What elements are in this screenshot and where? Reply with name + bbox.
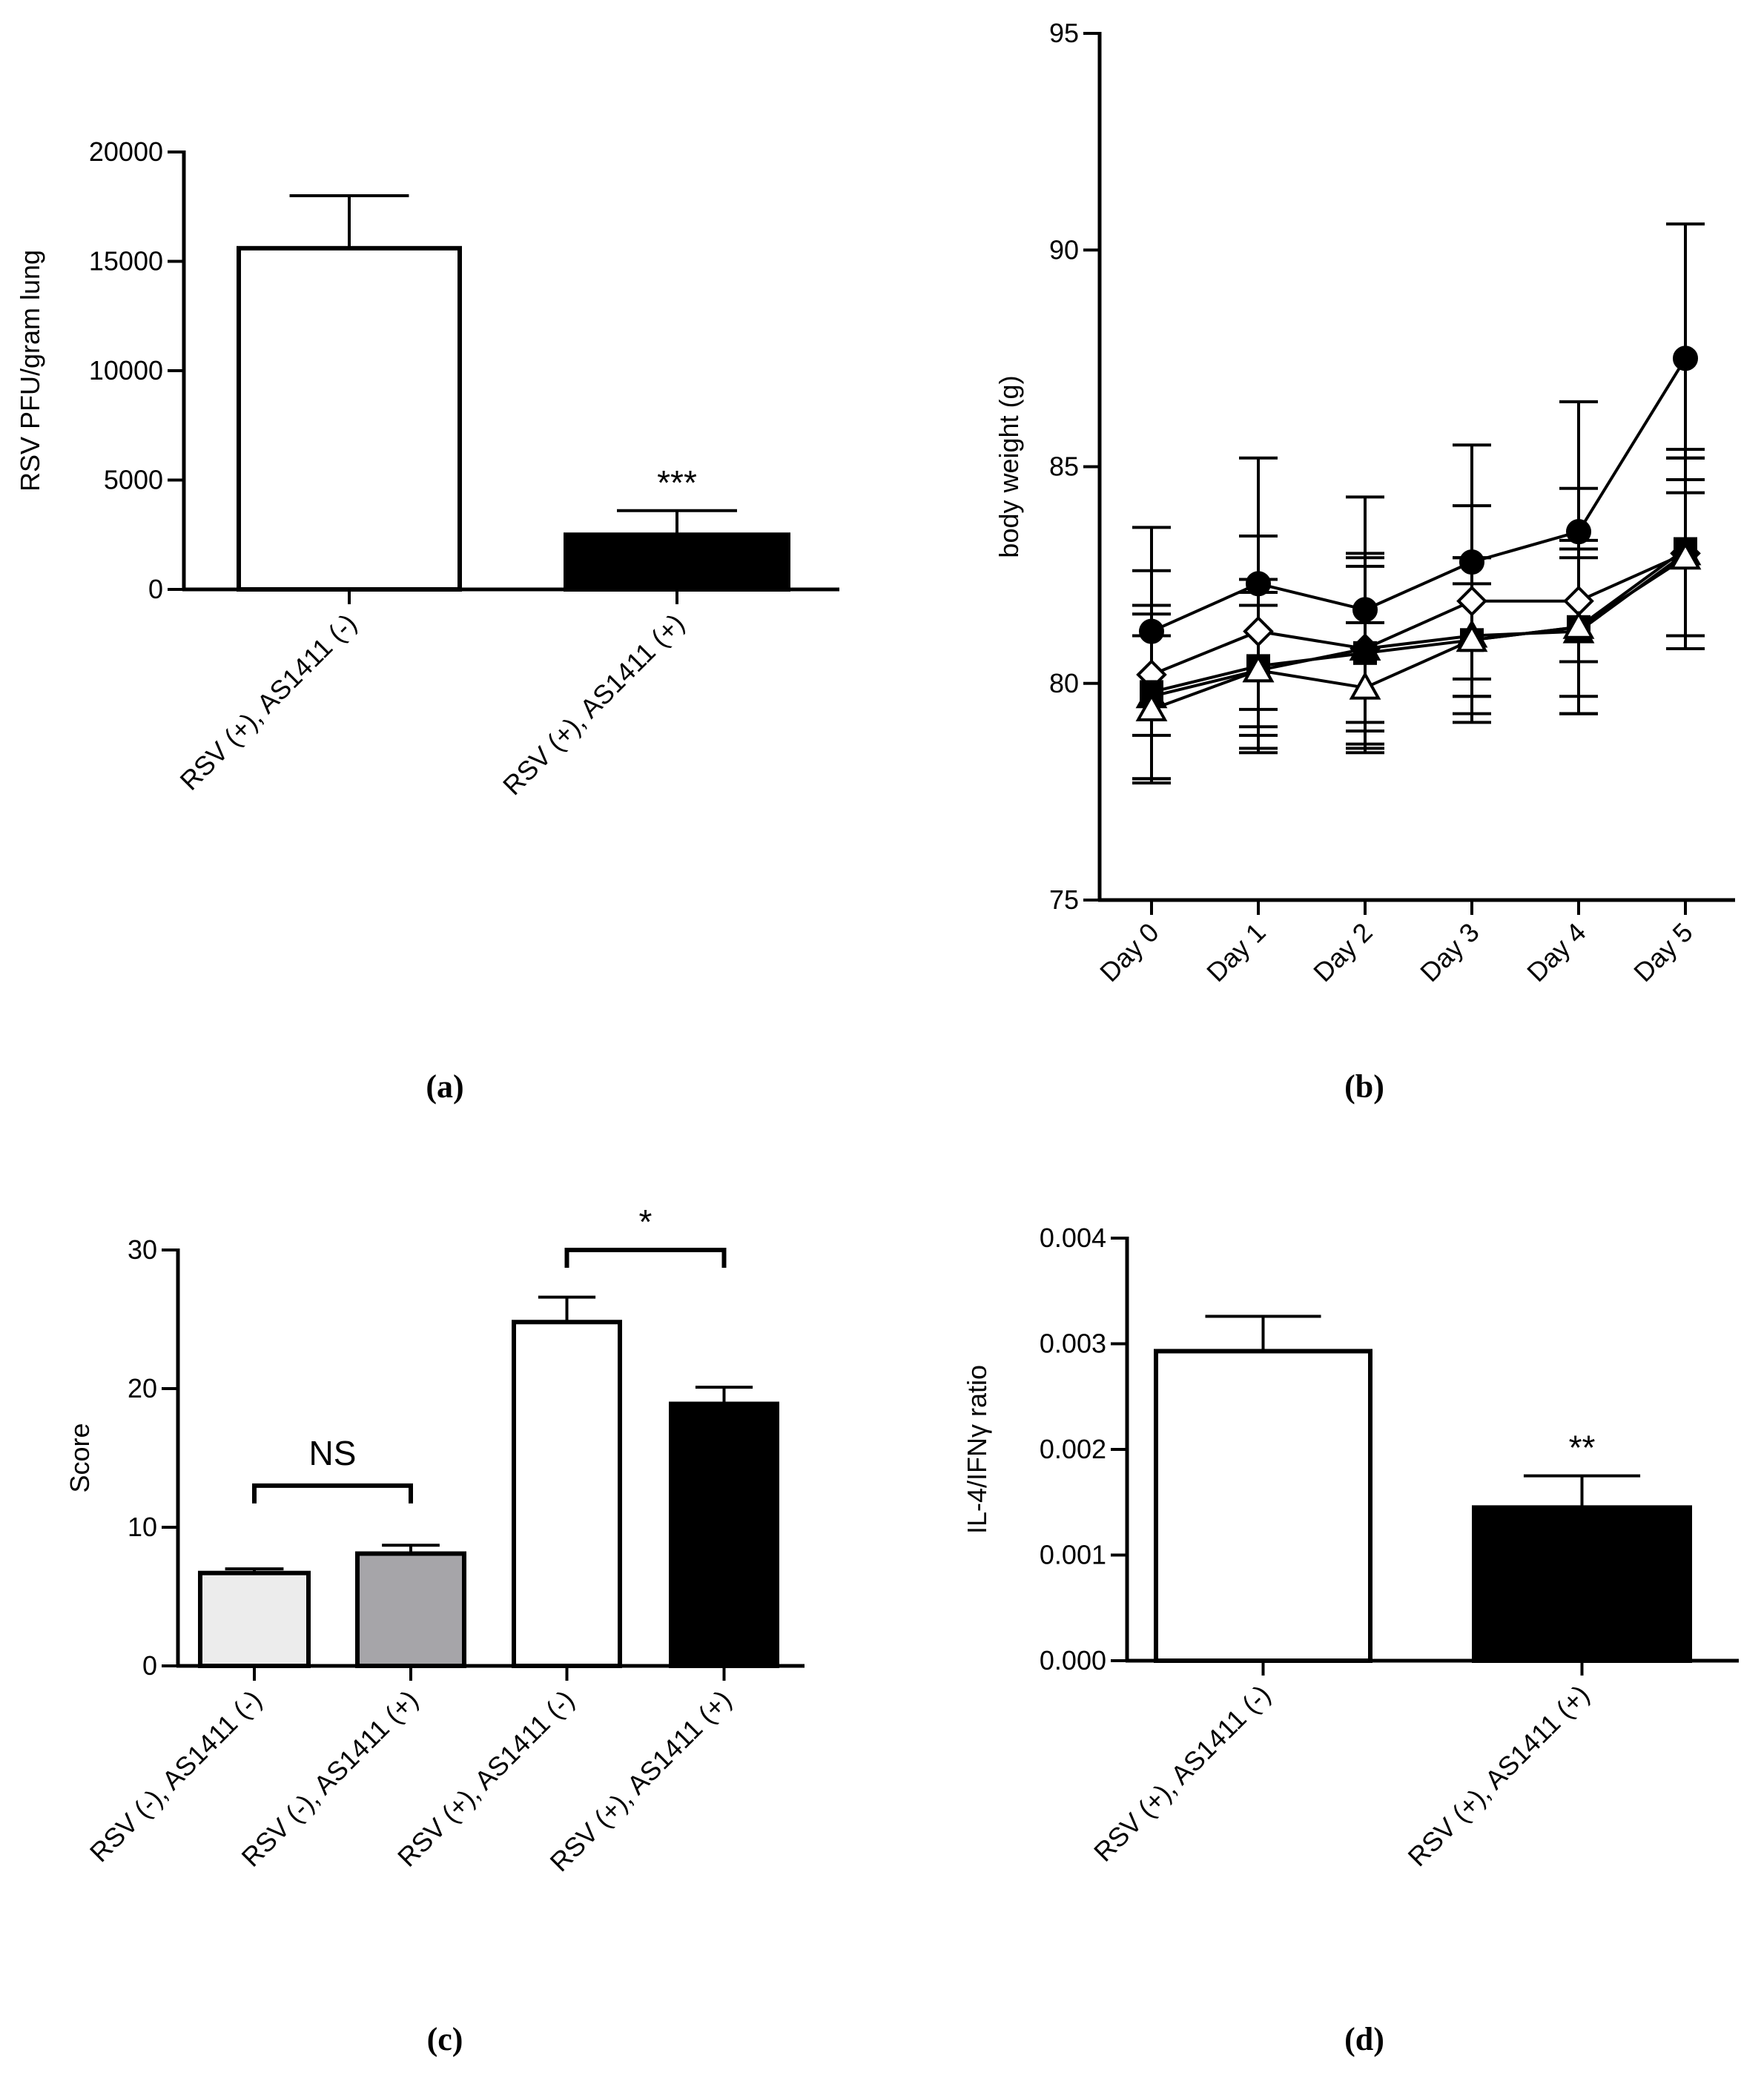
y-tick-label: 15000 bbox=[89, 246, 163, 277]
x-tick-label: Day 4 bbox=[1521, 917, 1591, 988]
y-tick-label: 0.000 bbox=[1040, 1645, 1106, 1676]
y-tick-label: 0 bbox=[142, 1650, 157, 1681]
series-line-open-triangle bbox=[1151, 556, 1687, 711]
significance-label: NS bbox=[309, 1434, 357, 1472]
panel-a-bar-chart: 0 5000 10000 15000 20000 RSV PFU/gram lung (a)… bbox=[15, 136, 839, 1105]
y-tick-label: 20000 bbox=[89, 136, 163, 167]
series-line-filled-square bbox=[1151, 547, 1687, 694]
y-tick-label: 5000 bbox=[104, 465, 163, 495]
marker-filled-circle bbox=[1566, 519, 1591, 545]
marker-open-triangle bbox=[1135, 692, 1168, 721]
marker-open-triangle bbox=[1456, 624, 1488, 652]
marker-filled-circle bbox=[1352, 597, 1378, 623]
panel-label: (c) bbox=[427, 2021, 463, 2057]
y-tick-label: 95 bbox=[1049, 18, 1079, 48]
marker-filled-circle bbox=[1673, 345, 1698, 371]
y-tick-label: 0.002 bbox=[1040, 1434, 1106, 1464]
y-tick-label: 90 bbox=[1049, 234, 1079, 265]
y-tick-label: 75 bbox=[1049, 884, 1079, 915]
y-tick-label: 20 bbox=[128, 1373, 157, 1403]
panel-c-bar-chart: 0 10 20 30 Score (c) RSV (-), AS1411 (-)RSV (-… bbox=[65, 1203, 805, 2057]
x-tick-label: RSV (+), AS1411 (+) bbox=[1402, 1679, 1596, 1873]
series-line-filled-triangle bbox=[1151, 552, 1687, 698]
x-tick-label: RSV (+), AS1411 (-) bbox=[174, 608, 362, 796]
x-tick-label: RSV (-), AS1411 (-) bbox=[84, 1684, 268, 1868]
y-tick-label: 80 bbox=[1049, 668, 1079, 698]
bar bbox=[669, 1401, 779, 1668]
y-tick-label: 85 bbox=[1049, 452, 1079, 482]
significance-bracket bbox=[564, 1248, 727, 1268]
bar bbox=[564, 532, 790, 592]
bar bbox=[1472, 1505, 1692, 1663]
x-tick-label: RSV (+), AS1411 (-) bbox=[392, 1684, 580, 1873]
marker-open-triangle bbox=[1349, 671, 1381, 700]
significance-bracket bbox=[252, 1483, 413, 1504]
panel-d-bar-chart: 0.000 0.001 0.002 0.003 0.004 IL-4/IFNγ ratio… bbox=[962, 1223, 1739, 2057]
y-axis-title: body weight (g) bbox=[994, 375, 1024, 558]
marker-open-diamond bbox=[1563, 585, 1594, 617]
marker-open-diamond bbox=[1456, 585, 1487, 617]
marker-filled-circle bbox=[1246, 571, 1271, 597]
y-tick-label: 0.004 bbox=[1040, 1223, 1106, 1253]
bar bbox=[512, 1320, 622, 1668]
panel-label: (a) bbox=[426, 1068, 463, 1105]
bar bbox=[1154, 1349, 1372, 1663]
y-axis-title: RSV PFU/gram lung bbox=[15, 250, 45, 492]
marker-filled-circle bbox=[1139, 618, 1164, 644]
marker-open-triangle bbox=[1242, 654, 1275, 683]
marker-open-diamond bbox=[1243, 615, 1274, 647]
x-tick-label: RSV (+), AS1411 (-) bbox=[1088, 1679, 1276, 1868]
series-line-open-diamond bbox=[1151, 552, 1686, 676]
panel-b-line-chart: 75 80 85 90 95 body weight (g) (b) Day 0 Day 1 Da… bbox=[994, 18, 1735, 1105]
x-tick-label: RSV (+), AS1411 (+) bbox=[497, 608, 690, 801]
x-tick-label: RSV (+), AS1411 (+) bbox=[544, 1684, 738, 1878]
marker-open-triangle bbox=[1562, 610, 1595, 639]
marker-filled-circle bbox=[1459, 549, 1484, 575]
significance-label: *** bbox=[657, 463, 697, 502]
x-tick-label: RSV (-), AS1411 (+) bbox=[235, 1684, 423, 1873]
y-tick-label: 10 bbox=[128, 1512, 157, 1542]
significance-label: * bbox=[639, 1203, 653, 1241]
bar bbox=[355, 1551, 466, 1669]
marker-open-triangle bbox=[1669, 541, 1702, 570]
panel-label: (b) bbox=[1344, 1068, 1384, 1105]
y-tick-label: 0 bbox=[148, 574, 163, 604]
y-tick-label: 0.003 bbox=[1040, 1329, 1106, 1359]
y-tick-label: 30 bbox=[128, 1234, 157, 1265]
x-tick-label: Day 3 bbox=[1414, 917, 1484, 988]
y-tick-label: 0.001 bbox=[1040, 1540, 1106, 1570]
y-axis-title: Score bbox=[65, 1423, 95, 1492]
y-axis-title: IL-4/IFNγ ratio bbox=[962, 1365, 992, 1534]
bar bbox=[198, 1570, 311, 1668]
bar bbox=[237, 245, 462, 592]
panel-label: (d) bbox=[1344, 2021, 1384, 2057]
y-tick-label: 10000 bbox=[89, 355, 163, 386]
x-tick-label: Day 5 bbox=[1628, 917, 1698, 988]
significance-label: ** bbox=[1569, 1429, 1596, 1467]
x-tick-label: Day 0 bbox=[1094, 917, 1164, 988]
x-tick-label: Day 2 bbox=[1307, 917, 1378, 988]
x-tick-label: Day 1 bbox=[1200, 917, 1271, 988]
marker-filled-triangle bbox=[1349, 632, 1381, 661]
